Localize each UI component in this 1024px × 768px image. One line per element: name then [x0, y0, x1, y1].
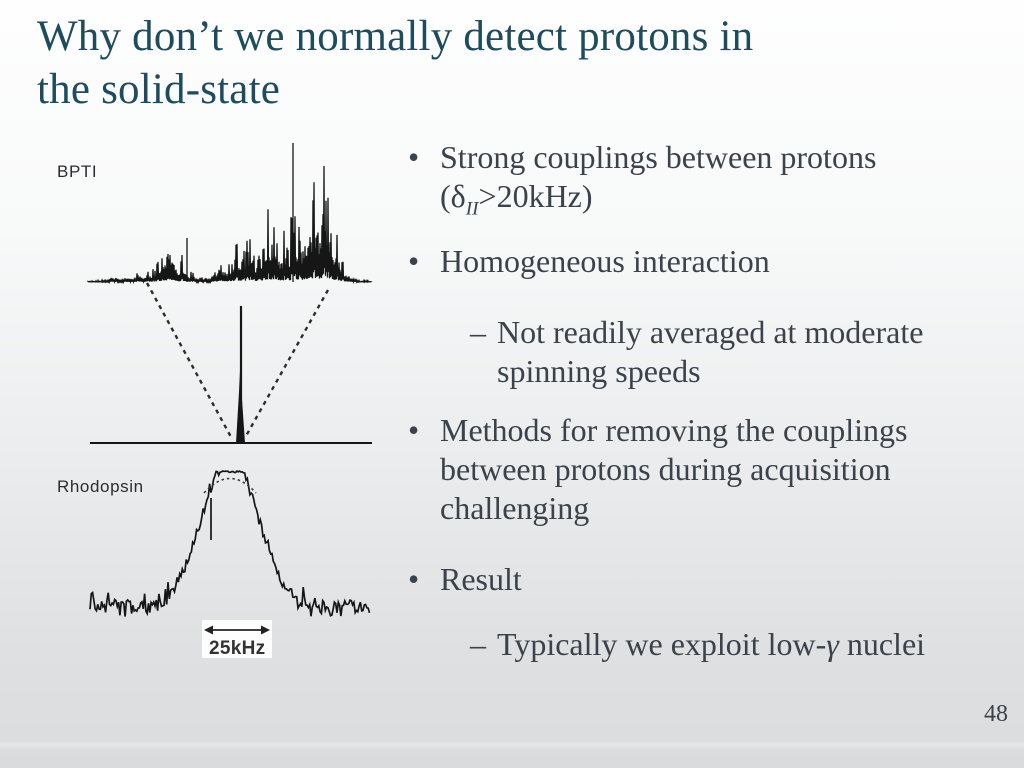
- scale-bar-box: [202, 620, 272, 658]
- title-line-2: the solid-state: [37, 66, 281, 113]
- bullet-homogeneous: • Homogeneous interaction: [395, 242, 1010, 281]
- nmr-spectra-figure: BPTI Rhodopsin 25kHz: [30, 130, 400, 680]
- bullet-text: Strong couplings between protons (δII>20k…: [440, 139, 877, 220]
- subbullet-text: Typically we exploit low-γ nuclei: [497, 626, 926, 662]
- subbullet-not-averaged: – Not readily averaged at moderate spinni…: [395, 313, 1010, 391]
- gamma-symbol: γ: [826, 626, 839, 662]
- magnification-dashed-line-left: [145, 282, 233, 438]
- bullet-methods: • Methods for removing the couplings betw…: [395, 411, 1010, 528]
- scale-arrowhead-left-icon: [204, 625, 213, 635]
- coupling-formula: (δII>20kHz): [440, 178, 593, 220]
- bpti-spectrum-trace: [87, 143, 373, 285]
- page-number: 48: [984, 701, 1008, 727]
- bpti-label: BPTI: [57, 162, 97, 181]
- bullet-dot-icon: •: [408, 412, 420, 448]
- slide-title: Why don’t we normally detect protons in …: [37, 10, 987, 116]
- bullet-result: • Result: [395, 560, 1010, 599]
- nmr-spectra-svg: BPTI Rhodopsin 25kHz: [57, 143, 373, 659]
- scale-label: 25kHz: [209, 638, 265, 659]
- title-line-1: Why don’t we normally detect protons in: [37, 13, 754, 60]
- bullet-dot-icon: •: [408, 139, 420, 175]
- bullet-text: Homogeneous interaction: [440, 243, 770, 279]
- bullet-strong-couplings: • Strong couplings between protons (δII>2…: [395, 138, 1010, 220]
- bullet-text: Methods for removing the couplings betwee…: [440, 412, 908, 526]
- rhodopsin-spectrum-trace: [89, 470, 371, 617]
- bullet-list: • Strong couplings between protons (δII>2…: [395, 136, 1010, 664]
- dash-icon: –: [470, 314, 486, 350]
- subbullet-text: Not readily averaged at moderate spinning…: [497, 314, 924, 389]
- bullet-dot-icon: •: [408, 561, 420, 597]
- magnification-dashed-line-right: [244, 289, 330, 437]
- scale-arrowhead-right-icon: [261, 625, 270, 635]
- subbullet-low-gamma: – Typically we exploit low-γ nuclei: [395, 625, 1010, 664]
- bullet-dot-icon: •: [408, 243, 420, 279]
- rhodopsin-label: Rhodopsin: [57, 477, 144, 496]
- bullet-text: Result: [440, 561, 522, 597]
- dash-icon: –: [470, 626, 486, 662]
- linewidth-dotted-curve: [203, 477, 257, 494]
